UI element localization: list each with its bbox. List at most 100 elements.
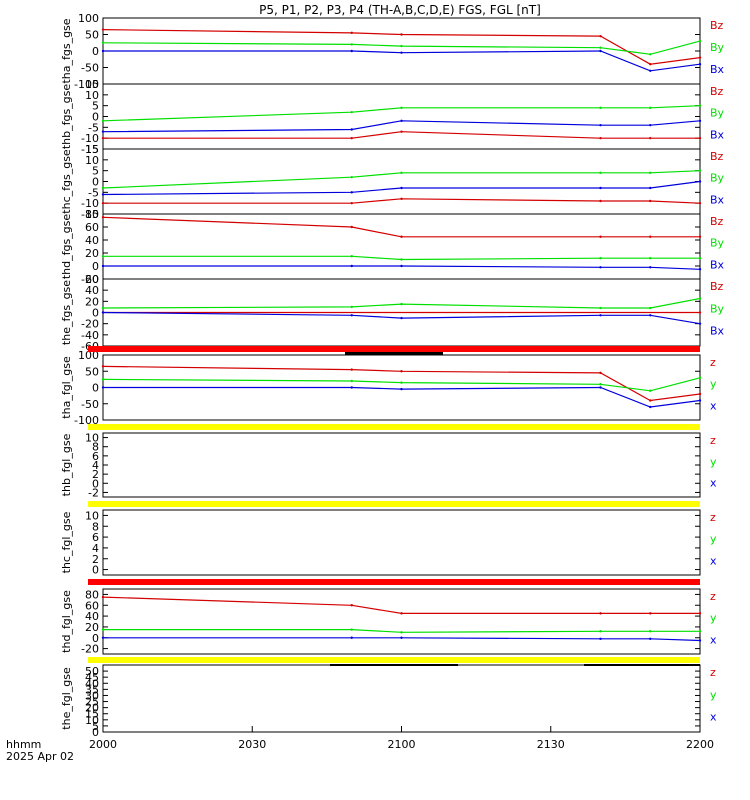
panel-frame [102,588,701,655]
legend-by: By [710,107,725,120]
series-point-x [400,387,403,391]
series-line-bx [102,180,701,196]
legend-y: y [710,533,717,546]
y-tick-label: 20 [85,702,99,715]
series-point-z [698,612,702,615]
legend-z: z [710,666,716,679]
coverage-bar [88,501,700,507]
series-point-bx [599,266,602,269]
y-tick-label: 0 [92,307,99,320]
series-point-bz [101,201,105,205]
legend-bz: Bz [710,150,724,163]
y-tick-label: 0 [92,382,99,395]
series-point-bx [350,191,353,194]
series-point-by [101,306,105,310]
legend-x: x [710,711,717,724]
series-point-bz [400,197,403,201]
panel-frame [102,509,701,576]
series-point-bx [101,130,105,133]
series-point-bx [400,316,403,320]
series-point-bx [101,193,105,196]
series-point-bz [698,235,702,238]
series-point-x [649,405,652,409]
series-line-z [102,365,701,402]
series-point-bx [350,49,353,53]
series-point-by [649,53,652,56]
legend-y: y [710,612,717,625]
series-point-z [101,595,105,599]
x-tick-label: 2200 [686,738,714,751]
series-point-bx [649,123,652,127]
series-point-bz [649,235,652,238]
series-point-y [599,630,602,633]
coverage-bar [88,346,700,352]
series-point-bx [400,264,403,268]
y-tick-label: 0 [92,477,99,490]
y-tick-label: 15 [85,143,99,156]
y-tick-label: 2 [92,553,99,566]
legend-bz: Bz [710,215,724,228]
series-line-bx [102,120,701,133]
series-point-z [350,604,353,607]
legend-z: z [710,511,716,524]
y-tick-label: 60 [85,599,99,612]
series-point-bx [698,62,702,66]
series-point-by [350,175,353,179]
series-point-z [599,371,602,375]
series-point-by [599,171,602,175]
x-tick-label: 2030 [238,738,266,751]
legend-x: x [710,477,717,490]
series-point-z [350,368,353,371]
series-point-z [101,365,105,368]
series-line-by [103,255,700,261]
series-point-by [698,169,702,172]
panel-frame [102,213,701,280]
series-point-z [698,392,702,396]
y-tick-label: 50 [85,665,99,678]
series-line-bz [103,131,700,139]
series-point-bz [350,136,353,140]
series-point-bz [599,235,602,238]
legend-y: y [710,378,717,391]
legend-x: x [710,554,717,567]
series-line-by [102,297,701,309]
series-line-x [103,637,701,642]
y-tick-label: 25 [85,696,99,709]
y-axis-label: thb_fgs_gse [60,84,73,150]
legend-bz: Bz [710,19,724,32]
x-axis-label-date: 2025 Apr 02 [6,750,74,763]
series-point-by [101,119,105,123]
series-line-by [102,105,701,122]
series-point-bz [350,31,353,35]
series-point-z [400,612,403,615]
series-point-by [350,110,353,114]
series-point-bx [599,314,602,317]
y-axis-label: thd_fgl_gse [60,590,73,653]
series-point-bx [350,128,353,131]
series-point-bx [649,186,652,190]
series-point-x [350,636,353,639]
series-point-x [350,386,353,389]
legend-by: By [710,237,725,250]
series-point-bx [649,266,652,269]
series-point-y [649,630,652,633]
series-point-bz [400,130,403,133]
series-point-x [698,639,702,642]
legend-x: x [710,633,717,646]
y-tick-label: 45 [85,671,99,684]
y-axis-label: thd_fgs_gse [60,214,73,280]
chart-title: P5, P1, P2, P3, P4 (TH-A,B,C,D,E) FGS, F… [259,3,541,17]
series-point-bx [698,322,702,325]
series-point-by [350,255,353,258]
y-tick-label: 50 [85,29,99,42]
y-axis-label: thb_fgl_gse [60,433,73,496]
y-tick-label: -100 [74,414,99,427]
series-point-bx [599,123,602,127]
series-line-by [102,170,701,189]
y-tick-label: 5 [92,720,99,733]
series-point-bx [400,186,403,190]
